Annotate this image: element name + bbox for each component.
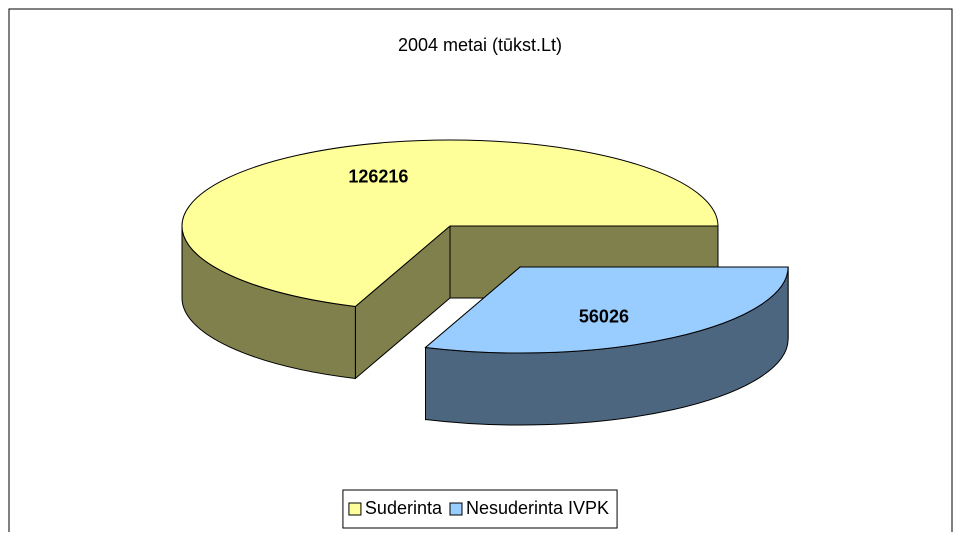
legend-swatch — [449, 502, 463, 516]
data-label: 56026 — [579, 306, 629, 326]
legend-label: Nesuderinta IVPK — [466, 498, 609, 518]
legend-label: Suderinta — [365, 498, 443, 518]
chart-title: 2004 metai (tūkst.Lt) — [398, 35, 562, 55]
legend: Suderinta Nesuderinta IVPK — [342, 489, 618, 529]
pie-slice — [424, 265, 789, 426]
legend-box — [342, 489, 618, 529]
legend-swatch — [348, 502, 362, 516]
slice-top — [424, 266, 789, 354]
data-label: 126216 — [348, 167, 408, 187]
pie: 126216 56026 — [181, 139, 789, 426]
pie-slice — [181, 139, 719, 380]
slice-top — [181, 139, 719, 307]
